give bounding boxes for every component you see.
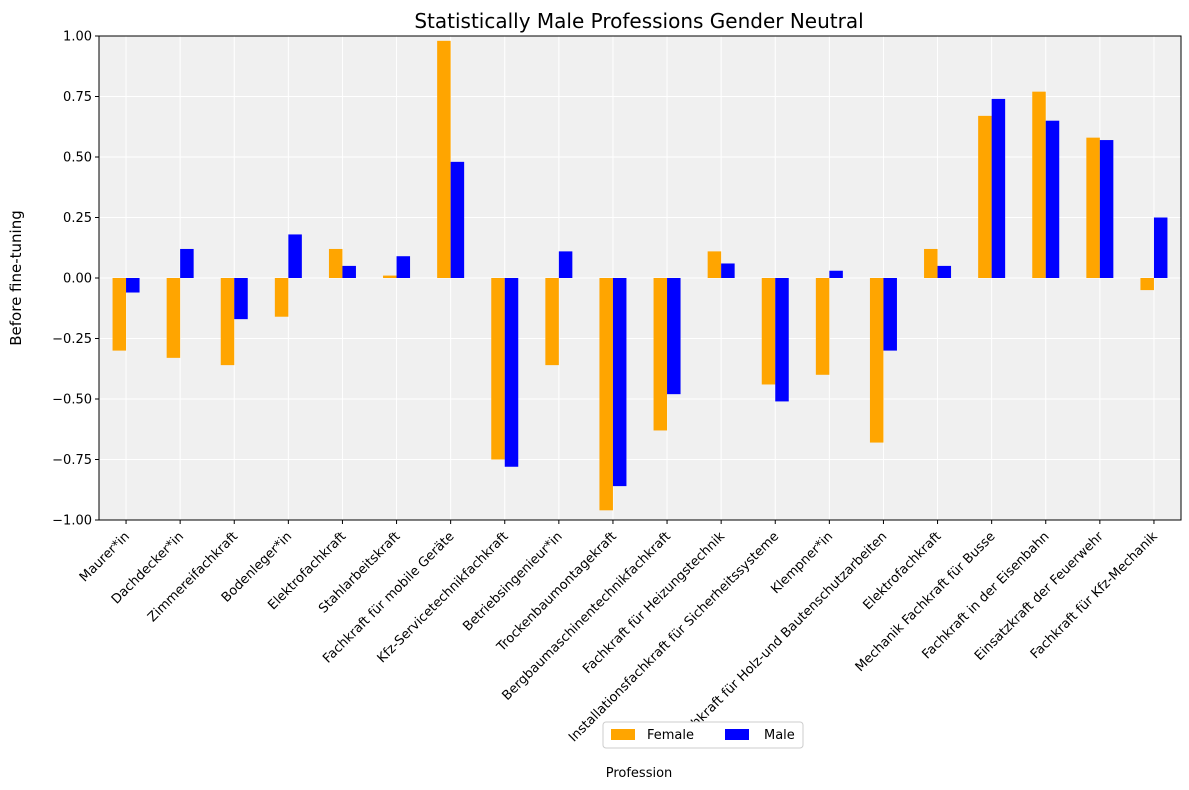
- bar-male: [937, 265, 952, 278]
- x-axis: Maurer*inDachdecker*inZimmereifachkraftB…: [77, 520, 1161, 746]
- bar-female: [166, 278, 181, 358]
- bar-male: [450, 161, 465, 278]
- legend-swatch-male: [725, 729, 749, 740]
- legend-label-female: Female: [647, 728, 694, 743]
- y-tick-label: 0.50: [63, 151, 92, 166]
- bar-male: [126, 278, 140, 293]
- bar-male: [342, 265, 356, 278]
- bar-female: [491, 278, 505, 460]
- x-tick-label: Fachkraft für Holz-und Bautenschutzarbei…: [674, 529, 891, 746]
- legend-swatch-female: [611, 729, 635, 740]
- bar-female: [599, 278, 613, 511]
- bar-female: [978, 115, 992, 278]
- bar-male: [288, 234, 302, 278]
- bar-male: [558, 251, 573, 278]
- bar-male: [234, 278, 248, 320]
- bar-male: [775, 278, 789, 402]
- x-tick-label: Maurer*in: [77, 529, 133, 585]
- y-tick-label: −0.50: [52, 393, 92, 408]
- bar-female: [328, 248, 343, 278]
- y-tick-label: 0.75: [63, 90, 92, 105]
- x-tick-label: Betriebsingenieur*in: [460, 529, 565, 634]
- y-axis: −1.00 −0.75 −0.50 −0.25 0.00 0.25 0.50 0.75 1.00: [52, 30, 99, 529]
- bar-female: [815, 278, 830, 375]
- bar-male: [180, 248, 194, 278]
- bar-male: [721, 263, 735, 278]
- y-tick-label: 0.00: [63, 272, 92, 287]
- bar-female: [545, 278, 559, 366]
- bar-female: [220, 278, 235, 366]
- bar-female: [437, 40, 451, 279]
- bar-male: [1045, 120, 1060, 278]
- bar-female: [761, 278, 776, 385]
- x-tick-label: Zimmereifachkraft: [145, 529, 241, 625]
- bar-male: [504, 278, 519, 467]
- bar-female: [112, 278, 127, 351]
- y-tick-label: −0.75: [52, 453, 92, 468]
- bar-male: [991, 98, 1006, 278]
- y-tick-label: −0.25: [52, 332, 92, 347]
- bar-female: [707, 251, 722, 278]
- bar-female: [869, 278, 884, 443]
- legend: Female Male: [602, 721, 804, 749]
- bar-female: [653, 278, 668, 431]
- bar-female: [383, 275, 397, 278]
- bar-male: [1153, 217, 1168, 278]
- x-axis-label: Profession: [606, 766, 673, 781]
- bar-female: [1032, 91, 1046, 278]
- x-tick-label: Installationsfachkraft für Sicherheitssy…: [566, 529, 782, 745]
- bar-female: [924, 248, 938, 278]
- bar-female: [274, 278, 289, 317]
- bar-female: [1140, 278, 1154, 291]
- bar-female: [1086, 137, 1100, 278]
- legend-label-male: Male: [764, 728, 795, 743]
- bar-male: [829, 270, 843, 278]
- y-tick-label: 0.25: [63, 211, 92, 226]
- legend-frame: [602, 721, 804, 749]
- bar-male: [1099, 140, 1114, 278]
- y-axis-label: Before fine-tuning: [7, 210, 25, 346]
- bars-group: [112, 40, 1168, 511]
- y-tick-label: 1.00: [63, 30, 92, 45]
- chart-title: Statistically Male Professions Gender Ne…: [414, 9, 863, 33]
- bar-male: [396, 256, 411, 278]
- bar-male: [612, 278, 627, 487]
- bar-male: [883, 278, 897, 351]
- bar-male: [667, 278, 681, 395]
- y-tick-label: −1.00: [52, 514, 92, 529]
